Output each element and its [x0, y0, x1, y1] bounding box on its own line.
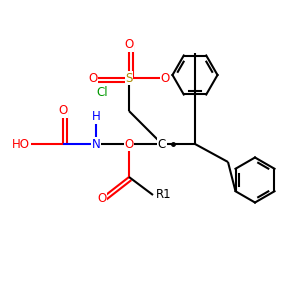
Text: O: O — [160, 71, 169, 85]
Text: O: O — [124, 137, 134, 151]
Text: S: S — [125, 71, 133, 85]
Text: HO: HO — [12, 137, 30, 151]
Text: C: C — [158, 137, 166, 151]
Text: R1: R1 — [156, 188, 172, 202]
Text: O: O — [98, 191, 106, 205]
Text: O: O — [88, 71, 98, 85]
Text: O: O — [124, 38, 134, 52]
Text: H: H — [92, 110, 100, 124]
Text: O: O — [58, 104, 68, 118]
Text: Cl: Cl — [96, 86, 108, 100]
Text: N: N — [92, 137, 100, 151]
